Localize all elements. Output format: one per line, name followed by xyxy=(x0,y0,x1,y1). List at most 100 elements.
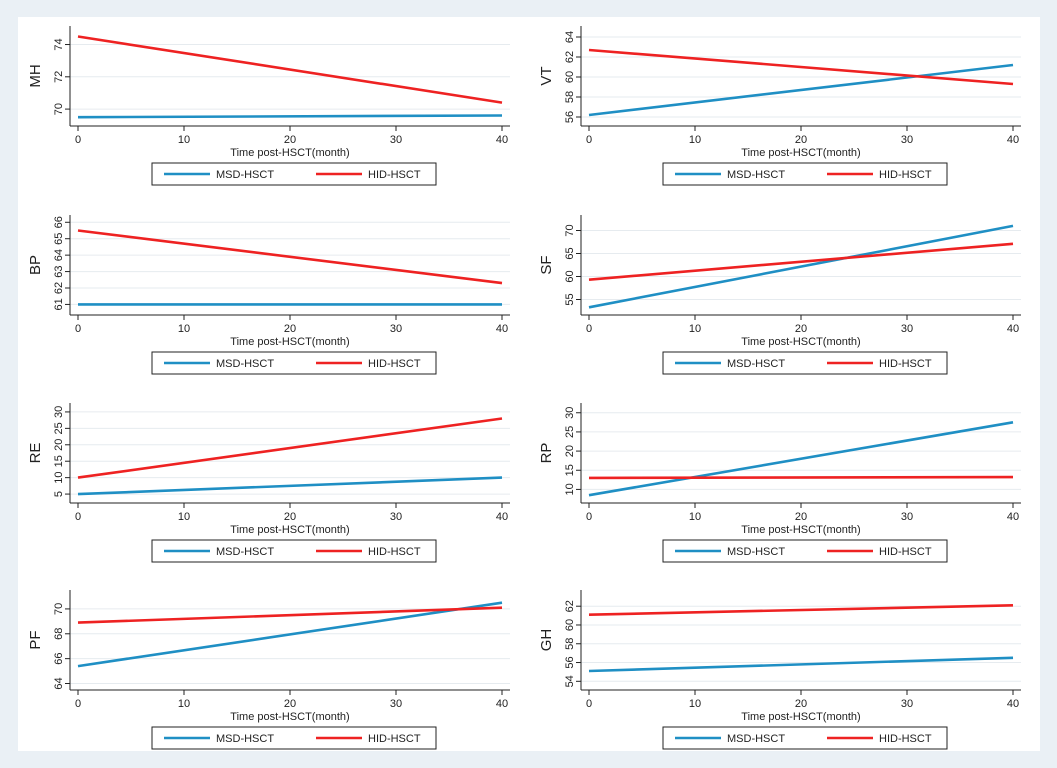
y-tick-label: 62 xyxy=(564,51,576,63)
x-tick-label: 20 xyxy=(795,134,807,146)
x-tick-label: 0 xyxy=(75,511,81,523)
x-tick-label: 10 xyxy=(178,134,190,146)
y-axis-title: MH xyxy=(27,64,44,87)
series-line-hid-hsct xyxy=(588,242,1014,281)
legend-label-msd-hsct: MSD-HSCT xyxy=(727,169,785,181)
y-tick-label: 25 xyxy=(564,426,576,438)
x-tick-label: 10 xyxy=(689,511,701,523)
x-tick-label: 10 xyxy=(689,134,701,146)
y-tick-label: 20 xyxy=(53,439,65,451)
y-tick-label: 64 xyxy=(53,677,65,689)
x-tick-label: 40 xyxy=(496,698,508,710)
x-tick-label: 30 xyxy=(390,323,402,335)
legend-box xyxy=(662,539,948,563)
x-tick-label: 20 xyxy=(284,323,296,335)
y-tick-label: 58 xyxy=(564,91,576,103)
y-tick-label: 74 xyxy=(53,38,65,50)
y-tick-label: 70 xyxy=(53,103,65,115)
x-tick-label: 0 xyxy=(586,134,592,146)
series-line-hid-hsct xyxy=(77,606,503,624)
y-tick-label: 66 xyxy=(53,216,65,228)
legend: MSD-HSCT HID-HSCT xyxy=(662,351,948,375)
legend-label-hid-hsct: HID-HSCT xyxy=(368,169,421,181)
y-axis-title: GH xyxy=(538,629,555,652)
x-tick-label: 0 xyxy=(75,134,81,146)
series-line-msd-hsct xyxy=(588,63,1014,117)
legend-label-msd-hsct: MSD-HSCT xyxy=(727,733,785,745)
y-tick-label: 60 xyxy=(564,619,576,631)
panel-re: 5 10 15 20 25 30 0 10 20 30 40 RE Time post-HSCT(mon… xyxy=(27,403,510,563)
y-tick-label: 30 xyxy=(53,406,65,418)
x-tick-label: 10 xyxy=(178,511,190,523)
x-tick-label: 40 xyxy=(1007,134,1019,146)
legend: MSD-HSCT HID-HSCT xyxy=(151,539,437,563)
y-tick-label: 60 xyxy=(564,71,576,83)
legend-label-hid-hsct: HID-HSCT xyxy=(879,546,932,558)
legend-label-msd-hsct: MSD-HSCT xyxy=(216,169,274,181)
x-tick-label: 20 xyxy=(795,511,807,523)
y-tick-label: 25 xyxy=(53,422,65,434)
x-axis-title: Time post-HSCT(month) xyxy=(741,147,860,159)
legend-label-hid-hsct: HID-HSCT xyxy=(879,733,932,745)
y-tick-label: 65 xyxy=(53,233,65,245)
y-tick-label: 15 xyxy=(564,464,576,476)
series-line-hid-hsct xyxy=(588,604,1014,616)
y-tick-label: 60 xyxy=(564,270,576,282)
legend-box xyxy=(151,162,437,186)
y-tick-label: 30 xyxy=(564,407,576,419)
series-line-msd-hsct xyxy=(588,224,1014,309)
legend: MSD-HSCT HID-HSCT xyxy=(662,539,948,563)
x-tick-label: 40 xyxy=(1007,511,1019,523)
series-line-msd-hsct xyxy=(588,656,1014,673)
x-tick-label: 40 xyxy=(496,134,508,146)
y-axis-title: RP xyxy=(538,443,555,464)
y-tick-label: 56 xyxy=(564,656,576,668)
y-axis-title: PF xyxy=(27,630,44,649)
panel-vt: 56 58 60 62 64 0 10 20 30 40 VT Time post-HSCT(mont… xyxy=(538,26,1021,186)
y-tick-label: 61 xyxy=(53,298,65,310)
y-tick-label: 55 xyxy=(564,293,576,305)
y-tick-label: 72 xyxy=(53,71,65,83)
x-tick-label: 10 xyxy=(178,323,190,335)
y-tick-label: 70 xyxy=(53,603,65,615)
y-tick-label: 58 xyxy=(564,638,576,650)
x-tick-label: 30 xyxy=(390,511,402,523)
legend-label-msd-hsct: MSD-HSCT xyxy=(727,358,785,370)
y-tick-label: 65 xyxy=(564,247,576,259)
x-tick-label: 0 xyxy=(75,698,81,710)
x-tick-label: 30 xyxy=(901,134,913,146)
legend-box xyxy=(662,726,948,750)
panel-bp: 61 62 63 64 65 66 0 10 20 30 40 BP Time post-HSCT(mo… xyxy=(27,215,510,375)
x-tick-label: 20 xyxy=(284,134,296,146)
legend-box xyxy=(151,539,437,563)
legend-box xyxy=(151,726,437,750)
panel-gh: 54 56 58 60 62 0 10 20 30 40 GH Time post-HSCT(mont… xyxy=(538,590,1021,750)
legend-box xyxy=(662,351,948,375)
legend-label-hid-hsct: HID-HSCT xyxy=(368,733,421,745)
y-tick-label: 66 xyxy=(53,653,65,665)
series-line-hid-hsct xyxy=(77,35,503,104)
legend-label-hid-hsct: HID-HSCT xyxy=(368,358,421,370)
x-tick-label: 10 xyxy=(689,698,701,710)
x-axis-title: Time post-HSCT(month) xyxy=(741,524,860,536)
y-tick-label: 63 xyxy=(53,265,65,277)
series-line-hid-hsct xyxy=(588,475,1014,480)
y-axis-title: VT xyxy=(538,66,555,85)
y-tick-label: 62 xyxy=(53,282,65,294)
x-tick-label: 20 xyxy=(795,323,807,335)
x-tick-label: 30 xyxy=(390,134,402,146)
legend-label-hid-hsct: HID-HSCT xyxy=(368,546,421,558)
y-tick-label: 64 xyxy=(53,249,65,261)
legend: MSD-HSCT HID-HSCT xyxy=(662,162,948,186)
y-tick-label: 20 xyxy=(564,445,576,457)
legend-label-msd-hsct: MSD-HSCT xyxy=(216,358,274,370)
x-tick-label: 40 xyxy=(1007,323,1019,335)
y-tick-label: 56 xyxy=(564,111,576,123)
legend: MSD-HSCT HID-HSCT xyxy=(662,726,948,750)
x-axis-title: Time post-HSCT(month) xyxy=(741,336,860,348)
panel-mh: 70 72 74 0 10 20 30 40 MH Time post-HSCT(month) MS… xyxy=(27,26,510,186)
x-tick-label: 40 xyxy=(496,511,508,523)
x-tick-label: 20 xyxy=(284,511,296,523)
legend-label-msd-hsct: MSD-HSCT xyxy=(216,546,274,558)
y-axis-title: SF xyxy=(538,255,555,274)
